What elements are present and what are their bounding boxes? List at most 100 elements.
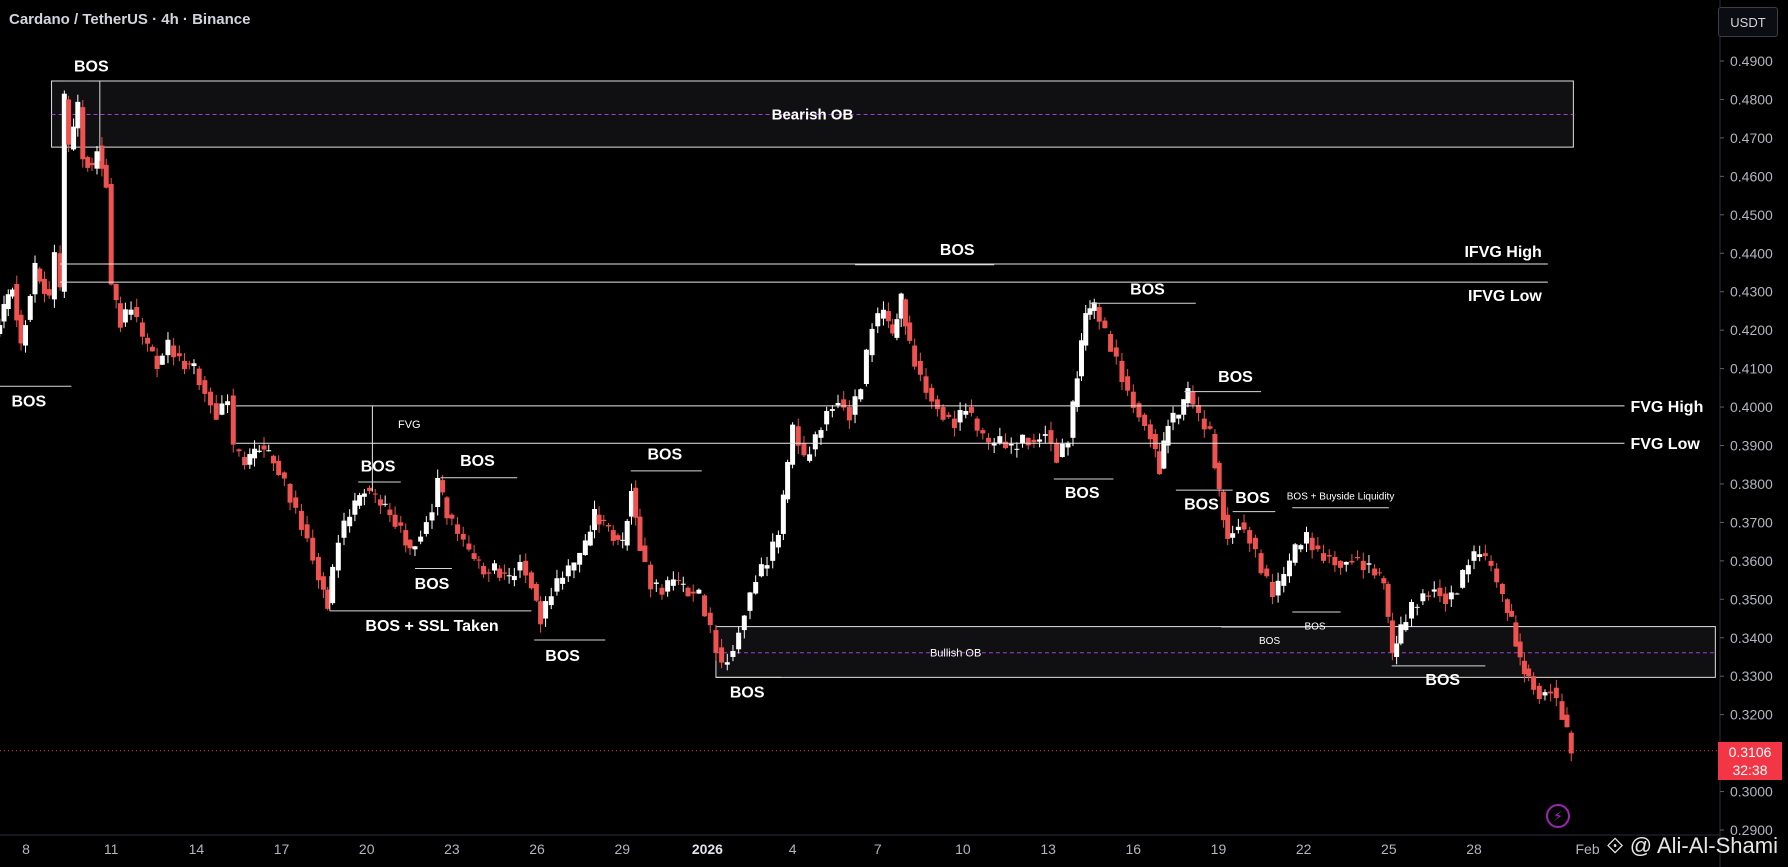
candle-body (795, 426, 801, 446)
candle-body (247, 453, 253, 465)
candle-body (320, 576, 326, 590)
candle-body (1394, 643, 1400, 657)
candle-body (117, 303, 123, 328)
bos-label: BOS (1259, 636, 1280, 647)
bos-label: BOS (1218, 369, 1253, 386)
candle-body (1559, 701, 1565, 720)
candle-body (103, 164, 109, 188)
candle-body (818, 430, 824, 438)
bearish-ob-label: Bearish OB (772, 106, 854, 123)
price-tick-label: 0.4000 (1730, 399, 1773, 415)
candle-body (940, 407, 946, 420)
candle-body (1372, 568, 1378, 576)
candle-body (398, 522, 404, 526)
candle-body (912, 345, 918, 367)
price-axis[interactable]: 0.4900 0.4800 0.4700 0.4600 0.4500 0.4400 0.43… (1719, 0, 1773, 867)
candle-body (310, 537, 316, 561)
candle-body (1157, 451, 1163, 475)
candle-body (134, 307, 140, 318)
price-tick-label: 0.4100 (1730, 361, 1773, 377)
candle-body (108, 184, 114, 285)
lightning-icon[interactable]: ⚡ (1546, 804, 1570, 828)
candle-body (785, 462, 791, 500)
candle-body (89, 162, 95, 166)
currency-unit-button[interactable]: USDT (1718, 7, 1778, 37)
candle-body (486, 572, 492, 574)
candle-body (1303, 532, 1309, 544)
price-tick-label: 0.4600 (1730, 168, 1773, 184)
candle-body (511, 575, 517, 581)
candle-body (256, 450, 262, 452)
candle-body (858, 389, 864, 400)
price-tick-label: 0.4700 (1730, 130, 1773, 146)
bos-label: BOS (1065, 485, 1100, 502)
candle-body (14, 284, 20, 321)
candle-body (32, 262, 38, 295)
bos-label: BOS (545, 648, 580, 665)
fvg-low-label: FVG Low (1630, 436, 1700, 453)
candle-body (1003, 441, 1009, 449)
candle-body (1381, 578, 1387, 584)
candle-body (1230, 533, 1236, 538)
candle-body (276, 460, 282, 476)
candle-body (357, 495, 363, 506)
candle-body (1176, 414, 1182, 419)
candle-body (1125, 376, 1131, 391)
candle-body (560, 577, 566, 584)
candle-body (659, 587, 665, 595)
candle-body (293, 497, 299, 508)
candle-body (57, 253, 63, 288)
candle-body (5, 294, 11, 310)
candle-body (1152, 433, 1158, 450)
candle-body (624, 520, 630, 546)
candle-body (382, 503, 388, 505)
candle-body (27, 295, 33, 320)
bos-label: BOS (1235, 490, 1270, 507)
candle-body (1087, 308, 1093, 315)
candle-body (1212, 433, 1218, 469)
candle-body (460, 533, 466, 540)
candle-body (923, 376, 929, 393)
candle-body (1161, 440, 1167, 469)
candle-body (347, 516, 353, 527)
candle-body (596, 514, 602, 525)
price-tick-label: 0.3800 (1730, 476, 1773, 492)
candle-body (707, 612, 713, 626)
candle-body (894, 319, 900, 338)
candle-body (1275, 580, 1281, 596)
symbol-title: Cardano / TetherUS · 4h · Binance (9, 11, 251, 28)
time-tick-label: 29 (614, 841, 630, 857)
time-tick-label: 23 (444, 841, 460, 857)
candle-body (94, 151, 100, 169)
bos-label: BOS (74, 58, 109, 75)
time-tick-label: 11 (104, 841, 119, 857)
candle-body (281, 472, 287, 479)
candle-body (1465, 565, 1471, 575)
candle-body (213, 403, 219, 420)
candle-body (1521, 660, 1527, 675)
candle-body (236, 449, 242, 452)
candle-body (1414, 606, 1420, 608)
watermark-text: @ Ali-Al-Shami (1629, 833, 1778, 858)
candle-body (242, 457, 248, 466)
candle-body (565, 565, 571, 577)
candle-body (1568, 732, 1574, 754)
candle-body (1258, 553, 1264, 574)
candle-body (1185, 388, 1191, 404)
candle-body (165, 339, 171, 356)
candle-body (1264, 568, 1270, 577)
candle-body (392, 514, 398, 527)
candle-body (1048, 430, 1054, 444)
candle-body (455, 524, 461, 534)
price-tick-label: 0.3900 (1730, 438, 1773, 454)
bos-label: BOS (1425, 672, 1460, 689)
bos-label: BOS (1304, 622, 1325, 633)
candle-body (1332, 557, 1338, 566)
price-tick-label: 0.3600 (1730, 553, 1773, 569)
candle-body (846, 407, 852, 421)
time-axis[interactable]: 8 11 14 17 20 23 26 29 2026 4 7 10 13 16 19 22 25 28 Feb (0, 834, 1720, 857)
bos-label: BOS (940, 242, 975, 259)
zones-layer: Bearish OB Bullish OB (51, 80, 1716, 678)
candle-body (1113, 347, 1119, 357)
